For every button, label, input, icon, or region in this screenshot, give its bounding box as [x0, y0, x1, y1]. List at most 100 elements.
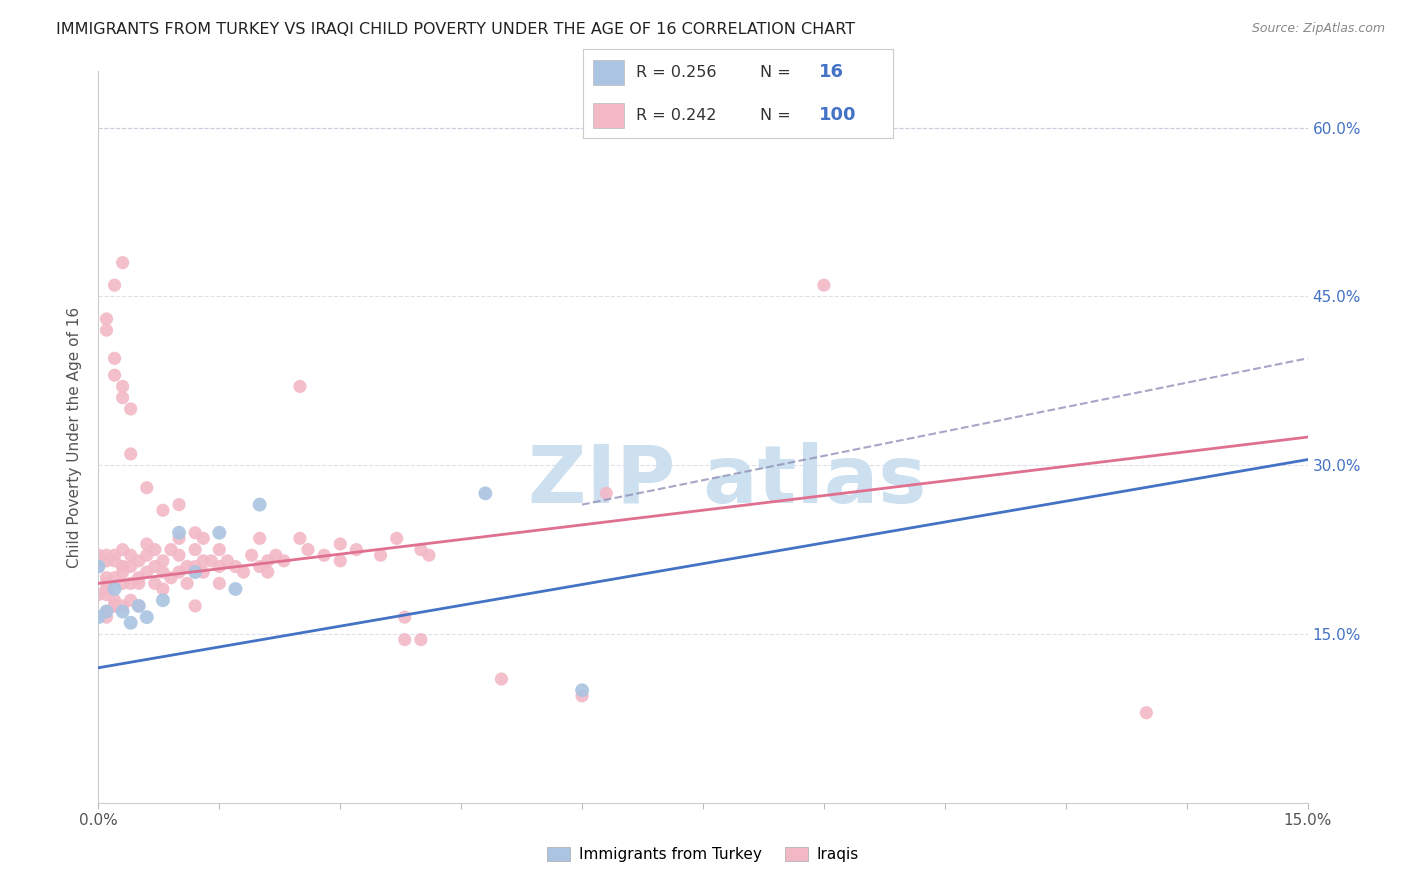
Point [120, 447, 142, 461]
Point [249, 498, 271, 512]
Point [249, 532, 271, 546]
Point [120, 576, 142, 591]
Point [135, 548, 157, 562]
Point [152, 565, 174, 579]
Point [120, 548, 142, 562]
Point [135, 537, 157, 551]
Point [409, 542, 432, 557]
Point [87, 610, 110, 624]
Point [240, 548, 263, 562]
Point [224, 582, 246, 596]
Legend: Immigrants from Turkey, Iraqis: Immigrants from Turkey, Iraqis [541, 841, 865, 868]
Point [418, 548, 440, 562]
Point [152, 582, 174, 596]
Point [128, 599, 150, 613]
Point [103, 593, 125, 607]
Point [394, 610, 416, 624]
Point [128, 571, 150, 585]
Point [111, 565, 134, 579]
Point [111, 379, 134, 393]
Text: N =: N = [759, 65, 796, 79]
Point [111, 391, 134, 405]
Point [96, 610, 118, 624]
Text: 100: 100 [818, 106, 856, 124]
Point [264, 548, 287, 562]
Point [167, 532, 190, 546]
Point [297, 542, 319, 557]
Point [111, 542, 134, 557]
Point [491, 672, 513, 686]
Point [167, 565, 190, 579]
Point [96, 605, 118, 619]
Point [120, 559, 142, 574]
Point [273, 554, 295, 568]
Point [96, 588, 118, 602]
Point [329, 537, 352, 551]
Point [184, 542, 207, 557]
Point [152, 503, 174, 517]
Point [193, 554, 215, 568]
Point [160, 571, 183, 585]
Point [152, 554, 174, 568]
Point [193, 565, 215, 579]
Point [176, 559, 198, 574]
Point [103, 582, 125, 596]
Point [813, 278, 835, 293]
Point [344, 542, 367, 557]
Point [176, 576, 198, 591]
Point [103, 571, 125, 585]
Point [208, 525, 231, 540]
Point [595, 486, 617, 500]
Point [87, 588, 110, 602]
Text: 16: 16 [818, 63, 844, 81]
Bar [593, 103, 624, 128]
Point [143, 542, 166, 557]
Point [167, 548, 190, 562]
Point [96, 554, 118, 568]
Text: R = 0.256: R = 0.256 [636, 65, 717, 79]
Bar [593, 60, 624, 85]
Point [208, 542, 231, 557]
Point [249, 559, 271, 574]
Point [314, 548, 336, 562]
Point [96, 605, 118, 619]
Point [111, 599, 134, 613]
Point [111, 255, 134, 269]
Point [135, 565, 157, 579]
Point [167, 498, 190, 512]
Point [103, 554, 125, 568]
Text: IMMIGRANTS FROM TURKEY VS IRAQI CHILD POVERTY UNDER THE AGE OF 16 CORRELATION CH: IMMIGRANTS FROM TURKEY VS IRAQI CHILD PO… [56, 22, 855, 37]
Point [217, 554, 239, 568]
Point [256, 565, 278, 579]
Point [96, 548, 118, 562]
Point [87, 559, 110, 574]
Point [193, 532, 215, 546]
Text: N =: N = [759, 108, 796, 122]
Point [394, 632, 416, 647]
Point [103, 599, 125, 613]
Point [208, 559, 231, 574]
Point [329, 554, 352, 568]
Point [288, 379, 311, 393]
Point [103, 599, 125, 613]
Point [135, 610, 157, 624]
Point [167, 525, 190, 540]
Point [208, 576, 231, 591]
Point [87, 559, 110, 574]
Point [103, 548, 125, 562]
Point [184, 599, 207, 613]
Point [474, 486, 496, 500]
Point [256, 554, 278, 568]
Point [409, 632, 432, 647]
Point [184, 525, 207, 540]
Text: R = 0.242: R = 0.242 [636, 108, 717, 122]
Point [128, 554, 150, 568]
Text: Source: ZipAtlas.com: Source: ZipAtlas.com [1251, 22, 1385, 36]
Point [1135, 706, 1157, 720]
Point [184, 559, 207, 574]
Point [160, 542, 183, 557]
Point [385, 532, 408, 546]
Point [152, 593, 174, 607]
Point [120, 615, 142, 630]
Point [128, 576, 150, 591]
